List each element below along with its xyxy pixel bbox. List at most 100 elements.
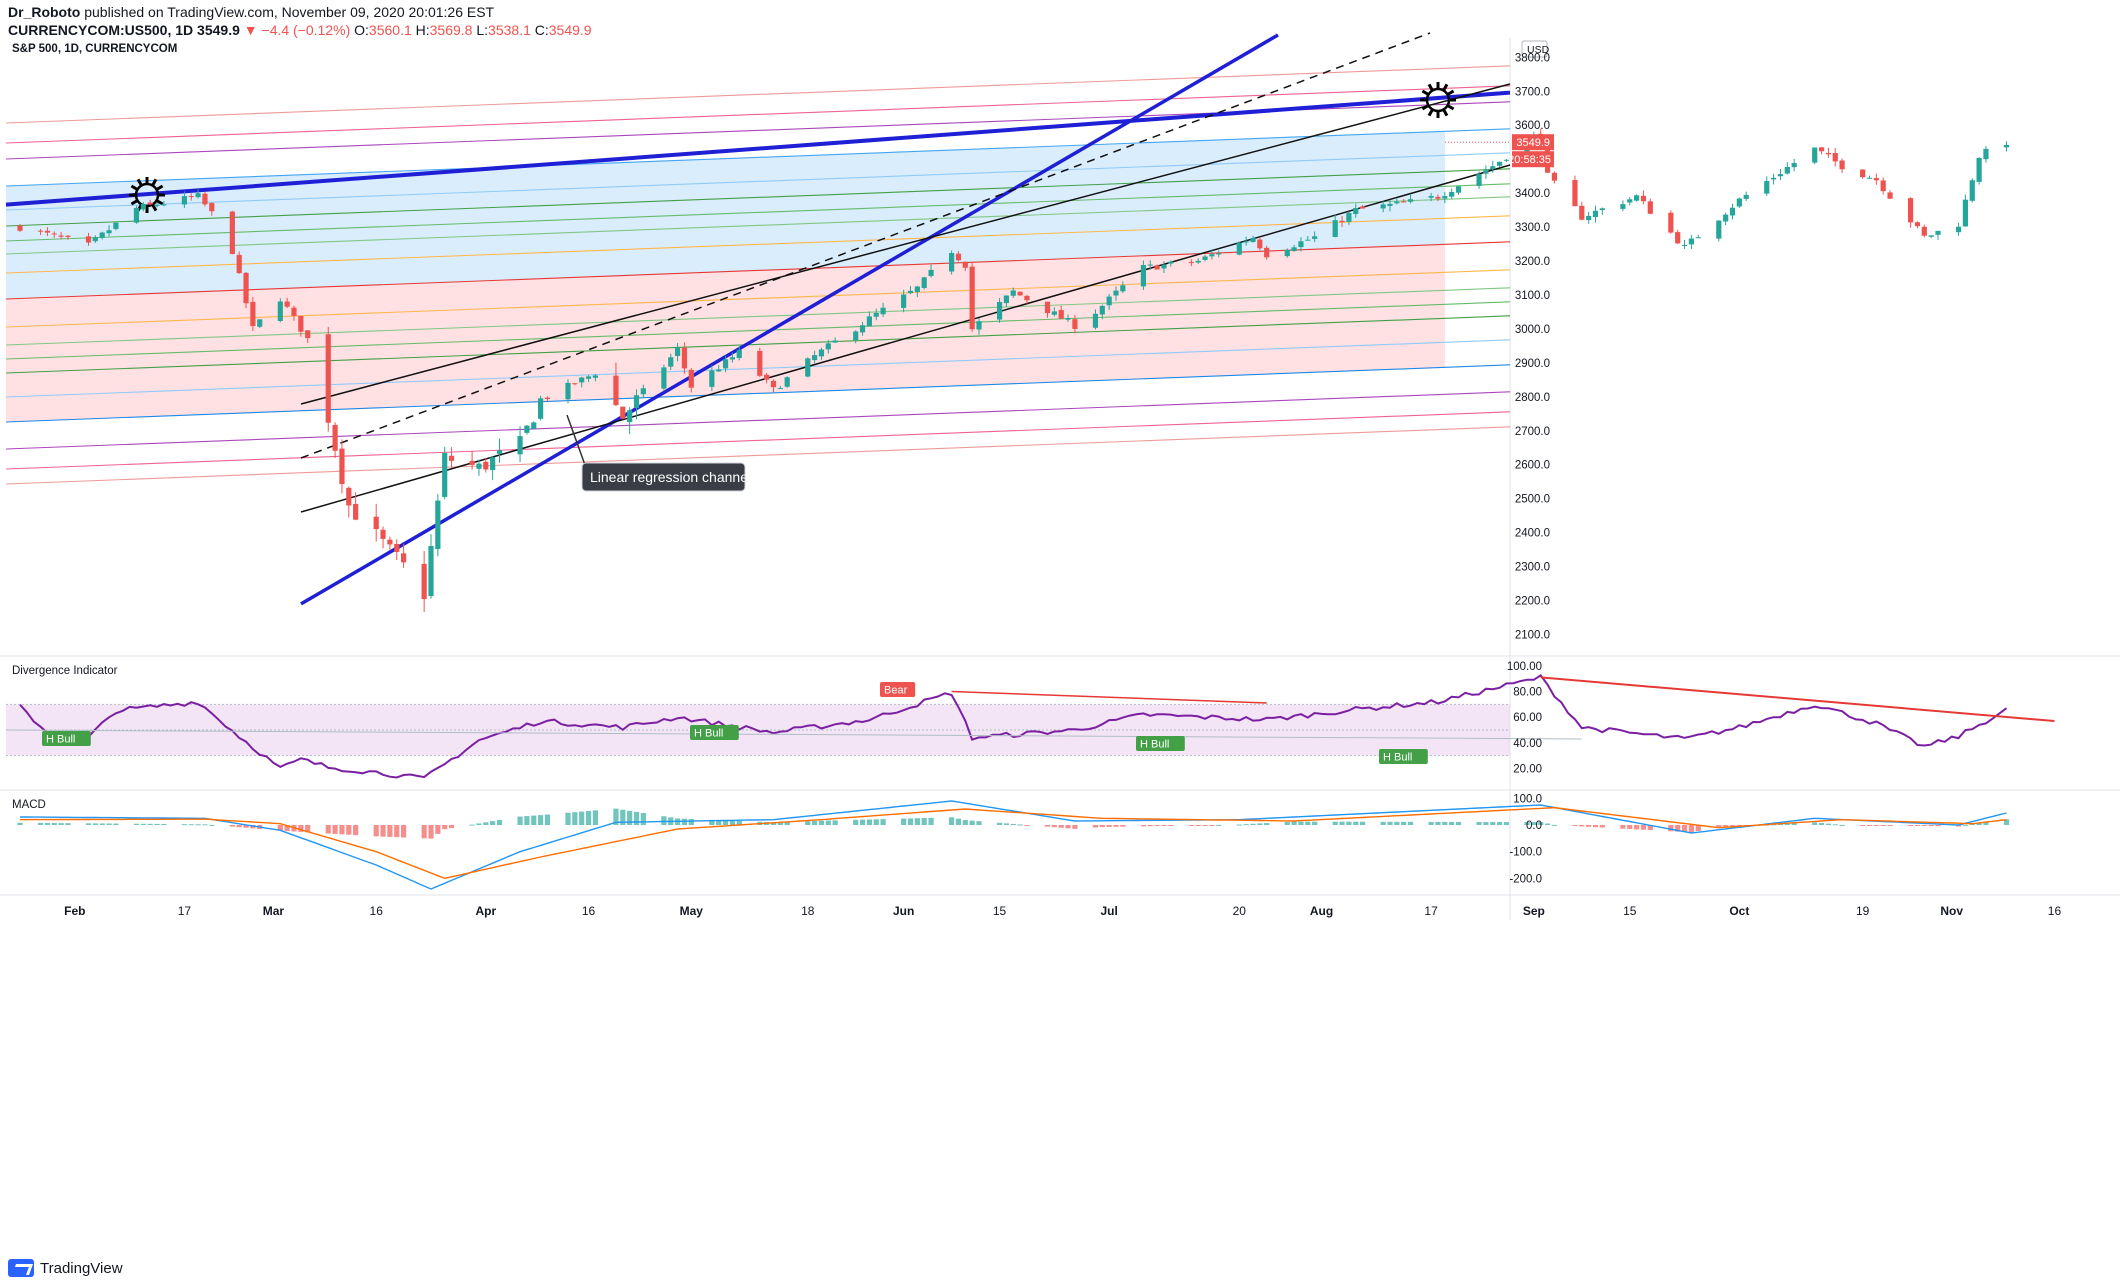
- candle-body: [1065, 318, 1071, 320]
- low-label: L:: [476, 22, 489, 38]
- price-tick-label: 3000.0: [1515, 324, 1550, 336]
- candle-body: [1983, 148, 1989, 160]
- macd-histogram-bar: [428, 825, 434, 839]
- publisher-name[interactable]: Dr_Roboto: [8, 4, 81, 20]
- channel-line: [5, 85, 1511, 144]
- macd-histogram-bar: [825, 820, 831, 825]
- macd-histogram-bar: [544, 814, 551, 825]
- candle-body: [325, 334, 331, 423]
- macd-histogram-bar: [44, 822, 50, 825]
- macd-histogram-bar: [1044, 825, 1051, 827]
- channel-line: [5, 65, 1511, 124]
- currency-label: USD: [1527, 44, 1550, 56]
- candle-body: [291, 307, 297, 316]
- macd-histogram-bar: [284, 825, 290, 832]
- candle-body: [1044, 301, 1051, 314]
- last-price-badge: [1512, 134, 1554, 151]
- rsi-tick-label: 80.00: [1513, 687, 1542, 699]
- macd-histogram-bar: [853, 819, 859, 825]
- candle-body: [58, 235, 64, 237]
- macd-histogram-bar: [161, 823, 167, 825]
- macd-histogram-bar: [195, 824, 201, 826]
- symbol-line[interactable]: CURRENCYCOM:US500, 1D: [8, 22, 194, 38]
- channel-upper-fill: [6, 131, 1445, 299]
- macd-histogram-bar: [1551, 824, 1557, 826]
- macd-histogram-bar: [1442, 821, 1448, 825]
- candle-body: [818, 349, 825, 357]
- candle-body: [435, 500, 441, 550]
- macd-histogram-bar: [1305, 821, 1311, 825]
- channel-line: [5, 301, 1511, 360]
- candle-body: [716, 369, 722, 372]
- candle-body: [483, 461, 489, 470]
- macd-histogram-bar: [901, 818, 907, 825]
- candle-body: [1387, 203, 1393, 206]
- time-tick-label: Feb: [64, 904, 85, 918]
- macd-histogram-bar: [1264, 823, 1270, 825]
- candle-body: [764, 374, 770, 380]
- candle-body: [442, 453, 448, 497]
- tradingview-logo-icon: [8, 1259, 34, 1277]
- candle-body: [106, 230, 112, 234]
- candle-body: [757, 350, 763, 376]
- candle-body: [65, 235, 71, 237]
- candle-body: [51, 233, 57, 235]
- macd-histogram-bar: [585, 810, 592, 825]
- candle-body: [1880, 180, 1886, 192]
- macd-histogram-bar: [1010, 823, 1016, 825]
- candle-body: [85, 236, 92, 243]
- macd-histogram-bar: [1147, 825, 1153, 827]
- macd-histogram-bar: [592, 810, 598, 825]
- candle-body: [1106, 296, 1112, 306]
- price-change: −4.4 (−0.12%): [261, 22, 351, 38]
- candle-body: [1257, 239, 1263, 249]
- candle-body: [99, 232, 105, 238]
- candle-body: [962, 261, 968, 268]
- candle-body: [1969, 180, 1975, 201]
- macd-histogram-bar: [1257, 823, 1263, 825]
- candle-body: [1380, 204, 1386, 209]
- tradingview-logo[interactable]: TradingView: [8, 1259, 123, 1277]
- macd-histogram-bar: [1729, 825, 1736, 827]
- candle-body: [866, 316, 872, 327]
- candle-body: [154, 205, 160, 207]
- macd-histogram-bar: [969, 820, 975, 825]
- candle-body: [531, 422, 537, 429]
- candle-body: [1051, 311, 1057, 315]
- macd-histogram-bar: [1538, 822, 1544, 825]
- candle-body: [784, 377, 790, 387]
- candle-body: [1353, 208, 1359, 215]
- channel-lower-fill: [6, 244, 1445, 422]
- candle-body: [298, 315, 304, 332]
- macd-histogram-bar: [565, 812, 571, 825]
- macd-histogram-bar: [531, 815, 537, 825]
- indicator-pane-title: Divergence Indicator: [12, 665, 118, 677]
- h-bull-label: H Bull: [1140, 739, 1169, 751]
- candle-body: [1168, 261, 1174, 264]
- macd-histogram-bar: [1209, 825, 1215, 826]
- macd-histogram-bar: [387, 825, 393, 837]
- candle-body: [1743, 194, 1749, 199]
- macd-histogram-bar: [1360, 821, 1366, 825]
- macd-histogram-bar: [1887, 825, 1893, 826]
- candle-body: [1113, 290, 1119, 296]
- time-tick-label: 15: [1623, 904, 1637, 918]
- bear-divergence-line: [1540, 676, 2055, 723]
- macd-histogram-bar: [1106, 825, 1112, 827]
- candle-body: [736, 349, 742, 359]
- macd-histogram-bar: [538, 815, 544, 825]
- candle-body: [1284, 249, 1290, 257]
- candle-body: [133, 207, 140, 223]
- time-tick-label: 17: [1424, 904, 1438, 918]
- candle-body: [1140, 265, 1146, 287]
- candle-body: [346, 487, 352, 506]
- macd-histogram-bar: [1777, 823, 1784, 825]
- macd-histogram-bar: [736, 820, 742, 825]
- candle-body: [1298, 241, 1304, 248]
- h-bull-label: H Bull: [46, 734, 75, 746]
- macd-histogram-bar: [921, 818, 927, 825]
- macd-histogram-bar: [133, 823, 140, 825]
- candle-body: [1476, 174, 1482, 186]
- channel-line: [5, 364, 1511, 423]
